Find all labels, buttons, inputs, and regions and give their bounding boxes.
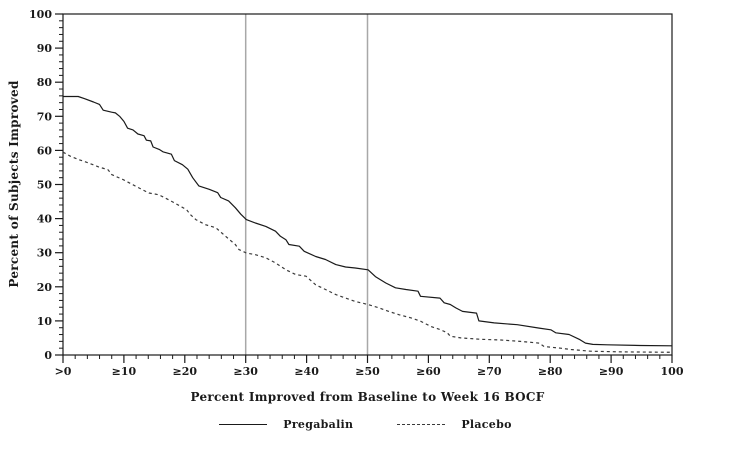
x-tick-label: >0	[55, 365, 72, 378]
y-axis-title: Percent of Subjects Improved	[7, 80, 21, 288]
y-tick-label: 90	[37, 42, 53, 55]
legend-label-pregabalin: Pregabalin	[283, 418, 354, 431]
x-tick-label: ≥20	[173, 365, 198, 378]
y-tick-label: 70	[37, 110, 53, 123]
y-tick-label: 40	[37, 213, 53, 226]
x-tick-label: ≥40	[294, 365, 319, 378]
solid-line-sample-icon	[219, 424, 268, 425]
legend-entry-placebo: Placebo	[397, 418, 511, 431]
series-line-pregabalin	[63, 95, 673, 347]
legend-label-placebo: Placebo	[461, 418, 512, 431]
y-tick-label: 50	[37, 179, 53, 192]
series-line-placebo	[62, 151, 673, 353]
x-tick-label: ≥30	[233, 365, 258, 378]
legend: Pregabalin Placebo	[0, 418, 731, 431]
x-tick-label: ≥50	[355, 365, 380, 378]
x-tick-label: 100	[661, 365, 684, 378]
x-tick-label: ≥90	[599, 365, 624, 378]
x-tick-label: ≥80	[538, 365, 563, 378]
y-tick-label: 10	[37, 315, 53, 328]
x-tick-label: ≥70	[477, 365, 502, 378]
y-tick-label: 0	[44, 349, 52, 362]
y-tick-label: 20	[37, 281, 53, 294]
y-tick-label: 100	[29, 8, 52, 21]
legend-entry-pregabalin: Pregabalin	[219, 418, 353, 431]
x-tick-label: ≥10	[112, 365, 137, 378]
y-tick-label: 30	[37, 247, 53, 260]
y-tick-label: 80	[37, 76, 53, 89]
x-tick-label: ≥60	[416, 365, 441, 378]
x-axis-title: Percent Improved from Baseline to Week 1…	[190, 390, 545, 404]
dashed-line-sample-icon	[397, 424, 446, 425]
y-tick-label: 60	[37, 144, 53, 157]
